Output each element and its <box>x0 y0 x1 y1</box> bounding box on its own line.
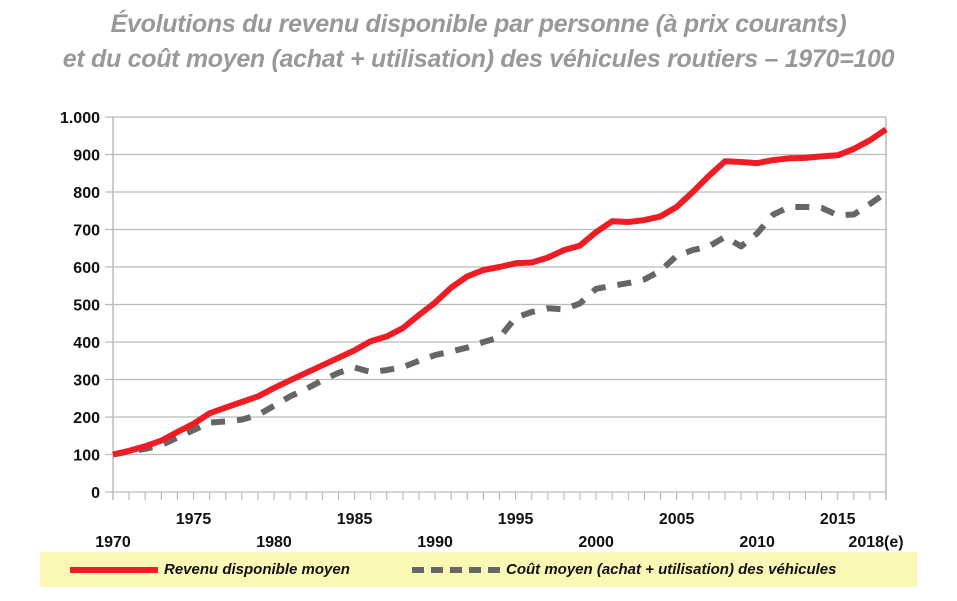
legend-label: Revenu disponible moyen <box>164 561 350 578</box>
x-tick-label: 1985 <box>337 511 373 528</box>
chart-title: Évolutions du revenu disponible par pers… <box>110 10 847 38</box>
y-axis-ticks: 0 100 200 300 400 500 600 700 800 900 1.000 <box>60 110 100 502</box>
y-tick-label: 1.000 <box>60 110 100 127</box>
series-line-cout <box>112 190 888 458</box>
legend-swatch-red <box>70 566 158 573</box>
legend-item-revenu: Revenu disponible moyen <box>70 552 350 587</box>
x-tick-label: 2010 <box>739 534 775 551</box>
y-tick-label: 200 <box>73 410 100 427</box>
series-lines <box>112 126 888 458</box>
y-tick-label: 300 <box>73 373 100 390</box>
y-tick-label: 0 <box>91 485 100 502</box>
y-tick-label: 100 <box>73 448 100 465</box>
axes <box>112 117 887 500</box>
y-tick-label: 700 <box>73 223 100 240</box>
y-tick-label: 800 <box>73 185 100 202</box>
y-tick-label: 600 <box>73 260 100 277</box>
x-tick-label: 2000 <box>578 534 614 551</box>
x-tick-label: 1975 <box>176 511 212 528</box>
x-tick-label: 2005 <box>659 511 695 528</box>
x-axis-ticks: 1975 1985 1995 2005 2015 1970 1980 1990 2000 2010… <box>95 492 904 551</box>
x-tick-label: 1970 <box>95 534 131 551</box>
legend-swatch-gray-dashed <box>412 566 500 573</box>
legend: Revenu disponible moyen Coût moyen (acha… <box>40 552 917 587</box>
x-tick-label: 2018(e) <box>848 534 903 551</box>
series-line-revenu <box>112 126 888 458</box>
y-tick-label: 400 <box>73 335 100 352</box>
x-tick-label: 1990 <box>417 534 453 551</box>
legend-label: Coût moyen (achat + utilisation) des véh… <box>506 561 837 578</box>
y-tick-label: 900 <box>73 148 100 165</box>
legend-item-cout: Coût moyen (achat + utilisation) des véh… <box>412 552 837 587</box>
y-tick-label: 500 <box>73 298 100 315</box>
gridlines <box>105 116 886 493</box>
x-tick-label: 1995 <box>498 511 534 528</box>
chart-subtitle: et du coût moyen (achat + utilisation) d… <box>62 45 895 73</box>
x-tick-label: 1980 <box>256 534 292 551</box>
x-tick-label: 2015 <box>820 511 856 528</box>
